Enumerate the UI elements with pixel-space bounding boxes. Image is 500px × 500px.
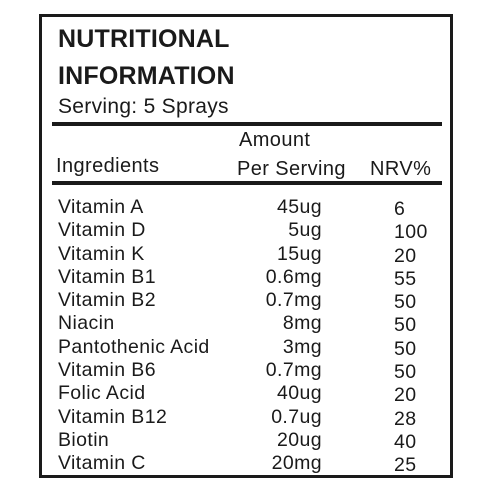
ingredient-row: Vitamin B12 0.7ug 28: [42, 405, 450, 430]
ingredient-amount: 0.6mg: [265, 265, 322, 288]
header-divider-bottom: [52, 181, 442, 185]
ingredient-nrv: 20: [394, 244, 417, 267]
header-divider-top: [52, 122, 442, 126]
ingredient-nrv: 50: [394, 314, 417, 337]
ingredient-amount: 0.7mg: [265, 289, 322, 312]
ingredient-name: Folic Acid: [58, 382, 146, 405]
ingredient-amount: 8mg: [282, 312, 322, 335]
ingredient-row: Pantothenic Acid 3mg 50: [42, 335, 450, 360]
ingredient-name: Vitamin B6: [58, 359, 156, 382]
ingredient-nrv: 55: [394, 267, 417, 290]
column-header-ingredients: Ingredients: [56, 155, 160, 177]
ingredient-nrv: 50: [394, 337, 417, 360]
column-header-amount-line-2: Per Serving: [237, 158, 346, 180]
ingredient-row: Folic Acid 40ug 20: [42, 382, 450, 407]
ingredient-amount: 0.7mg: [265, 359, 322, 382]
nutrition-label: NUTRITIONAL INFORMATION Serving: 5 Spray…: [39, 14, 453, 478]
ingredient-name: Vitamin B12: [58, 405, 168, 428]
ingredient-name: Vitamin A: [58, 196, 144, 218]
ingredient-nrv: 50: [394, 361, 417, 384]
ingredient-amount: 20ug: [277, 428, 322, 451]
ingredient-name: Vitamin B2: [58, 289, 156, 312]
ingredient-row: Biotin 20ug 40: [42, 428, 450, 453]
ingredient-nrv: 25: [394, 454, 417, 477]
ingredient-nrv: 20: [394, 384, 417, 407]
ingredient-amount: 0.7ug: [271, 405, 322, 428]
ingredient-row: Niacin 8mg 50: [42, 312, 450, 337]
ingredient-name: Vitamin K: [58, 242, 145, 265]
ingredient-amount: 45ug: [277, 196, 322, 218]
ingredient-nrv: 40: [394, 430, 417, 453]
ingredient-amount: 5ug: [288, 219, 322, 242]
ingredient-name: Pantothenic Acid: [58, 335, 210, 358]
ingredient-amount: 3mg: [282, 335, 322, 358]
ingredient-nrv: 6: [394, 198, 406, 220]
ingredient-row: Vitamin B2 0.7mg 50: [42, 289, 450, 314]
serving-size: Serving: 5 Sprays: [58, 95, 229, 118]
column-header-amount-line-1: Amount: [239, 129, 311, 151]
label-title-line-1: NUTRITIONAL: [58, 25, 230, 53]
ingredient-row: Vitamin B6 0.7mg 50: [42, 359, 450, 384]
ingredient-nrv: 50: [394, 291, 417, 314]
ingredient-name: Vitamin B1: [58, 265, 156, 288]
ingredient-name: Vitamin D: [58, 219, 146, 242]
ingredient-nrv: 28: [394, 407, 417, 430]
ingredient-name: Niacin: [58, 312, 115, 335]
ingredient-nrv: 100: [394, 221, 428, 244]
ingredient-row: Vitamin D 5ug 100: [42, 219, 450, 244]
ingredient-row: Vitamin A 45ug 6: [42, 196, 450, 220]
ingredient-amount: 20mg: [271, 452, 322, 475]
ingredient-row: Vitamin B1 0.6mg 55: [42, 265, 450, 290]
ingredient-amount: 40ug: [277, 382, 322, 405]
label-title-line-2: INFORMATION: [58, 62, 235, 90]
ingredient-amount: 15ug: [277, 242, 322, 265]
ingredient-name: Vitamin C: [58, 452, 146, 475]
ingredient-row: Vitamin C 20mg 25: [42, 452, 450, 477]
ingredient-row: Vitamin K 15ug 20: [42, 242, 450, 267]
column-header-nrv: NRV%: [370, 158, 432, 180]
ingredient-name: Biotin: [58, 428, 110, 451]
ingredient-list: Vitamin A 45ug 6 Vitamin D 5ug 100 Vitam…: [42, 196, 450, 476]
